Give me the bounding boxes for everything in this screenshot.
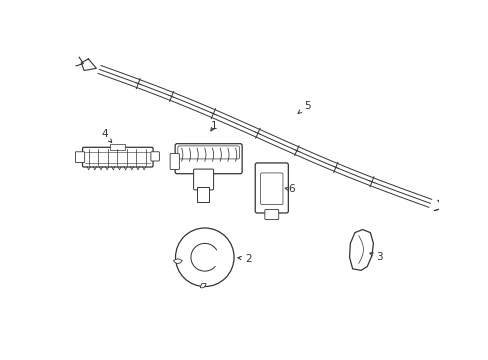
- FancyBboxPatch shape: [260, 173, 283, 204]
- FancyBboxPatch shape: [82, 147, 153, 167]
- Text: 1: 1: [210, 121, 217, 131]
- FancyBboxPatch shape: [151, 152, 159, 161]
- Text: 4: 4: [101, 129, 111, 143]
- Wedge shape: [200, 284, 205, 288]
- FancyBboxPatch shape: [175, 144, 242, 174]
- Text: 2: 2: [238, 254, 251, 264]
- Circle shape: [175, 228, 234, 287]
- FancyBboxPatch shape: [193, 169, 213, 190]
- FancyBboxPatch shape: [75, 152, 84, 163]
- Text: 6: 6: [285, 184, 295, 194]
- FancyBboxPatch shape: [264, 210, 278, 220]
- Wedge shape: [173, 259, 182, 264]
- Text: 3: 3: [369, 252, 382, 262]
- Circle shape: [190, 243, 218, 271]
- FancyBboxPatch shape: [196, 187, 209, 202]
- Bar: [110, 144, 125, 150]
- Polygon shape: [349, 230, 373, 270]
- FancyBboxPatch shape: [170, 154, 179, 170]
- FancyBboxPatch shape: [255, 163, 288, 213]
- Text: 5: 5: [298, 101, 310, 113]
- FancyBboxPatch shape: [178, 146, 239, 159]
